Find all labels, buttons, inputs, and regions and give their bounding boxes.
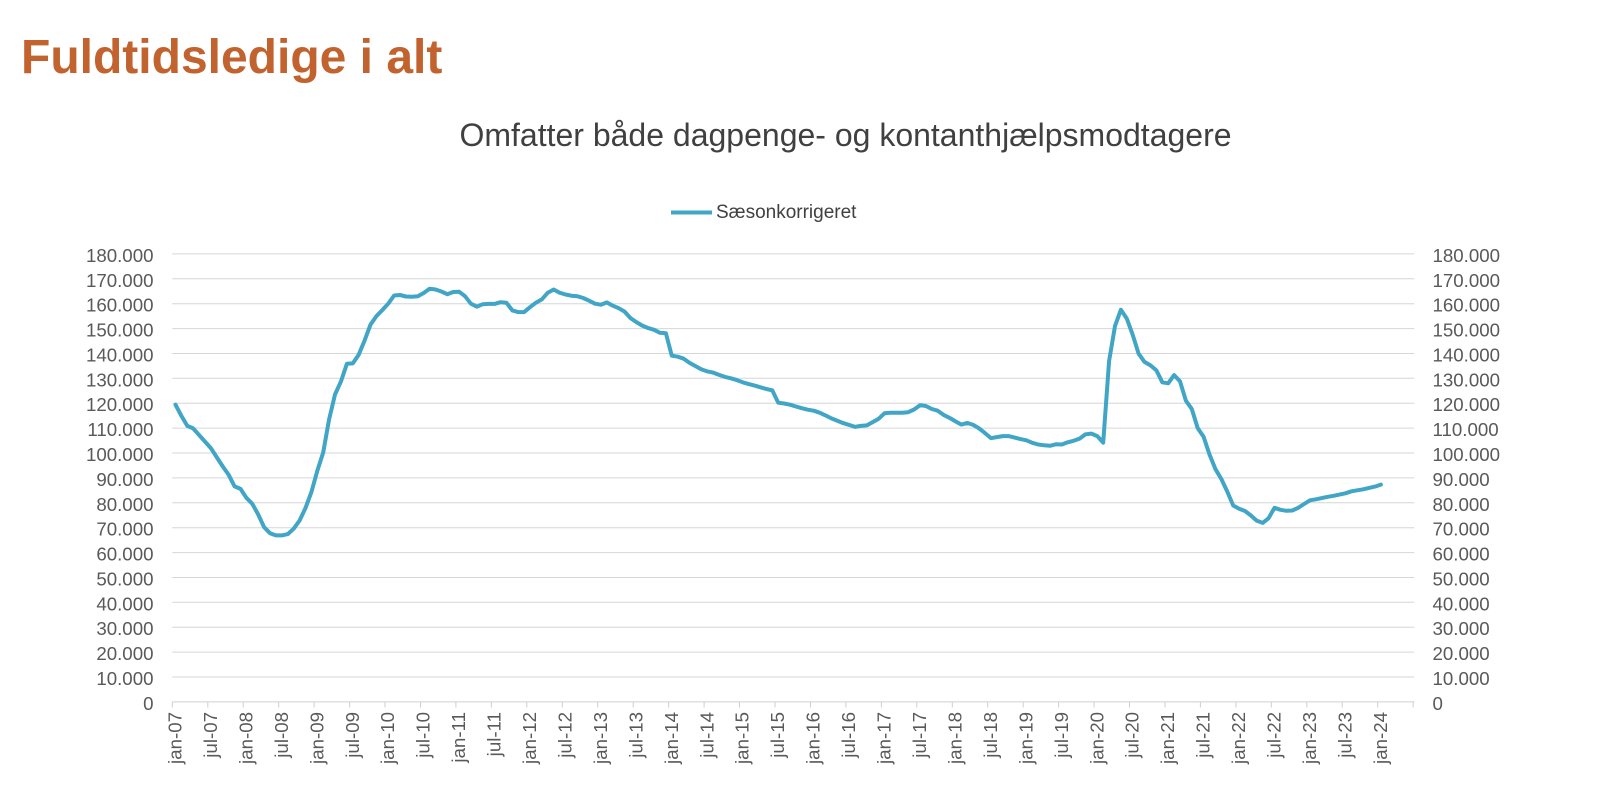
svg-text:jul-16: jul-16: [838, 712, 859, 759]
svg-text:jul-12: jul-12: [555, 712, 576, 759]
svg-text:jan-07: jan-07: [165, 712, 186, 765]
svg-text:jul-21: jul-21: [1193, 712, 1214, 759]
svg-text:90.000: 90.000: [96, 469, 153, 490]
svg-text:jan-09: jan-09: [306, 712, 327, 765]
svg-text:90.000: 90.000: [1433, 469, 1490, 490]
svg-text:jan-12: jan-12: [519, 712, 540, 765]
svg-text:jan-08: jan-08: [235, 712, 256, 765]
svg-text:180.000: 180.000: [1433, 245, 1501, 266]
svg-text:70.000: 70.000: [1433, 519, 1490, 540]
svg-text:jul-19: jul-19: [1051, 712, 1072, 759]
svg-text:40.000: 40.000: [1433, 593, 1490, 614]
svg-text:140.000: 140.000: [1433, 345, 1501, 366]
svg-text:0: 0: [1433, 693, 1443, 714]
svg-text:30.000: 30.000: [1433, 618, 1490, 639]
svg-text:jul-10: jul-10: [413, 712, 434, 759]
svg-text:jan-20: jan-20: [1086, 712, 1107, 765]
svg-text:0: 0: [143, 693, 153, 714]
svg-text:20.000: 20.000: [96, 643, 153, 664]
svg-text:130.000: 130.000: [1433, 369, 1501, 390]
svg-text:130.000: 130.000: [86, 369, 154, 390]
svg-text:jan-17: jan-17: [874, 712, 895, 765]
svg-text:100.000: 100.000: [1433, 444, 1501, 465]
svg-text:jul-22: jul-22: [1264, 712, 1285, 759]
svg-text:jan-10: jan-10: [377, 712, 398, 765]
svg-text:100.000: 100.000: [86, 444, 154, 465]
svg-text:jan-24: jan-24: [1370, 712, 1391, 765]
svg-text:Sæsonkorrigeret: Sæsonkorrigeret: [716, 202, 857, 223]
svg-text:jul-07: jul-07: [200, 712, 221, 759]
svg-text:jul-23: jul-23: [1334, 712, 1355, 759]
svg-text:jan-16: jan-16: [803, 712, 824, 765]
svg-text:80.000: 80.000: [96, 494, 153, 515]
svg-text:70.000: 70.000: [96, 519, 153, 540]
svg-text:jul-17: jul-17: [909, 712, 930, 759]
svg-text:jul-14: jul-14: [696, 712, 717, 759]
svg-text:60.000: 60.000: [1433, 544, 1490, 565]
svg-text:10.000: 10.000: [1433, 668, 1490, 689]
svg-text:Omfatter både dagpenge- og kon: Omfatter både dagpenge- og kontanthjælps…: [459, 117, 1231, 153]
svg-text:jul-11: jul-11: [484, 712, 505, 757]
svg-text:jul-13: jul-13: [625, 712, 646, 759]
svg-text:jan-23: jan-23: [1299, 712, 1320, 765]
svg-text:jan-22: jan-22: [1228, 712, 1249, 765]
svg-text:110.000: 110.000: [1433, 419, 1499, 440]
svg-text:jul-09: jul-09: [342, 712, 363, 759]
svg-text:20.000: 20.000: [1433, 643, 1490, 664]
svg-text:170.000: 170.000: [86, 270, 154, 291]
svg-text:jul-15: jul-15: [767, 712, 788, 759]
svg-text:60.000: 60.000: [96, 544, 153, 565]
svg-text:10.000: 10.000: [96, 668, 153, 689]
svg-text:jul-20: jul-20: [1122, 712, 1143, 759]
svg-text:jan-15: jan-15: [732, 712, 753, 765]
svg-text:jul-08: jul-08: [271, 712, 292, 759]
svg-text:Fuldtidsledige i alt: Fuldtidsledige i alt: [21, 31, 442, 84]
svg-text:jan-21: jan-21: [1157, 712, 1178, 765]
svg-text:140.000: 140.000: [86, 345, 154, 366]
svg-text:40.000: 40.000: [96, 593, 153, 614]
svg-text:jan-14: jan-14: [661, 712, 682, 765]
svg-text:30.000: 30.000: [96, 618, 153, 639]
svg-text:50.000: 50.000: [1433, 569, 1490, 590]
svg-text:jan-18: jan-18: [945, 712, 966, 765]
svg-text:120.000: 120.000: [86, 394, 154, 415]
svg-text:80.000: 80.000: [1433, 494, 1490, 515]
svg-text:jan-13: jan-13: [590, 712, 611, 765]
svg-text:jan-19: jan-19: [1015, 712, 1036, 765]
svg-text:170.000: 170.000: [1433, 270, 1501, 291]
svg-text:160.000: 160.000: [86, 295, 154, 316]
svg-text:50.000: 50.000: [96, 569, 153, 590]
svg-text:180.000: 180.000: [86, 245, 154, 266]
svg-text:110.000: 110.000: [87, 419, 153, 440]
svg-text:jul-18: jul-18: [980, 712, 1001, 759]
svg-text:150.000: 150.000: [86, 320, 154, 341]
svg-text:jan-11: jan-11: [448, 712, 469, 764]
svg-text:160.000: 160.000: [1433, 295, 1501, 316]
svg-text:120.000: 120.000: [1433, 394, 1501, 415]
svg-text:150.000: 150.000: [1433, 320, 1501, 341]
